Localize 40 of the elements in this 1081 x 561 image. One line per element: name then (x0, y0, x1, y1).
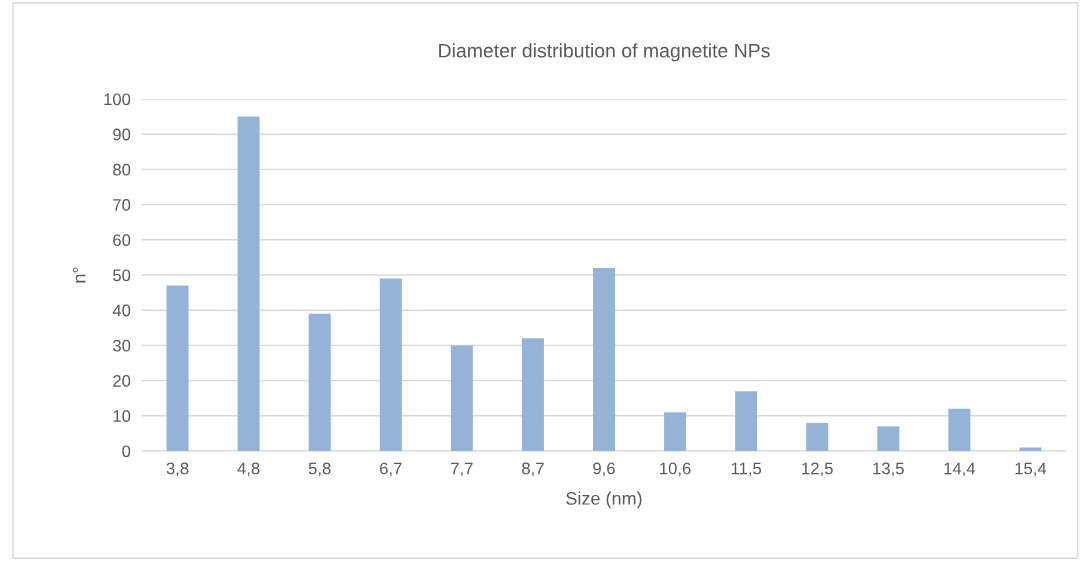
bar (237, 116, 260, 451)
bar (1019, 447, 1042, 451)
bar (521, 338, 544, 451)
x-tick-label: 13,5 (873, 462, 904, 477)
bar (735, 391, 758, 451)
y-tick-label: 90 (113, 128, 131, 141)
y-tick-label: 30 (112, 339, 131, 352)
x-tick-label: 4,8 (237, 462, 260, 477)
chart-title: Diameter distribution of magnetite NPs (439, 43, 770, 62)
bar (592, 267, 616, 451)
bar (166, 285, 189, 451)
x-tick-label: 14,4 (944, 462, 976, 477)
y-tick-label: 80 (113, 163, 131, 176)
bar (806, 422, 829, 451)
x-tick-label: 11,5 (731, 462, 762, 477)
x-tick-label: 7,7 (451, 462, 473, 477)
y-tick-label: 20 (113, 375, 131, 387)
x-axis-title: Size (nm) (566, 491, 642, 509)
y-tick-label: 60 (113, 234, 131, 246)
x-tick-label: 8,7 (522, 462, 544, 477)
bar (664, 412, 687, 451)
x-tick-label: 15,4 (1015, 462, 1047, 477)
y-tick-label: 40 (112, 304, 131, 317)
x-tick-label: 5,8 (308, 462, 331, 477)
bar (948, 408, 971, 451)
x-tick-label: 9,6 (593, 462, 615, 477)
y-tick-label: 70 (113, 199, 131, 211)
x-tick-label: 12,5 (802, 462, 833, 477)
y-tick-label: 10 (113, 410, 131, 422)
bar (379, 278, 402, 451)
bar (308, 313, 331, 451)
x-tick-label: 3,8 (166, 462, 189, 477)
bar (877, 426, 900, 451)
y-axis-title: n° (72, 267, 86, 283)
y-tick-label: 0 (122, 445, 131, 458)
x-tick-label: 6,7 (380, 462, 402, 477)
bar (450, 345, 473, 451)
y-tick-label: 100 (104, 93, 131, 106)
x-tick-label: 10,6 (660, 462, 691, 477)
y-tick-label: 50 (113, 269, 131, 282)
